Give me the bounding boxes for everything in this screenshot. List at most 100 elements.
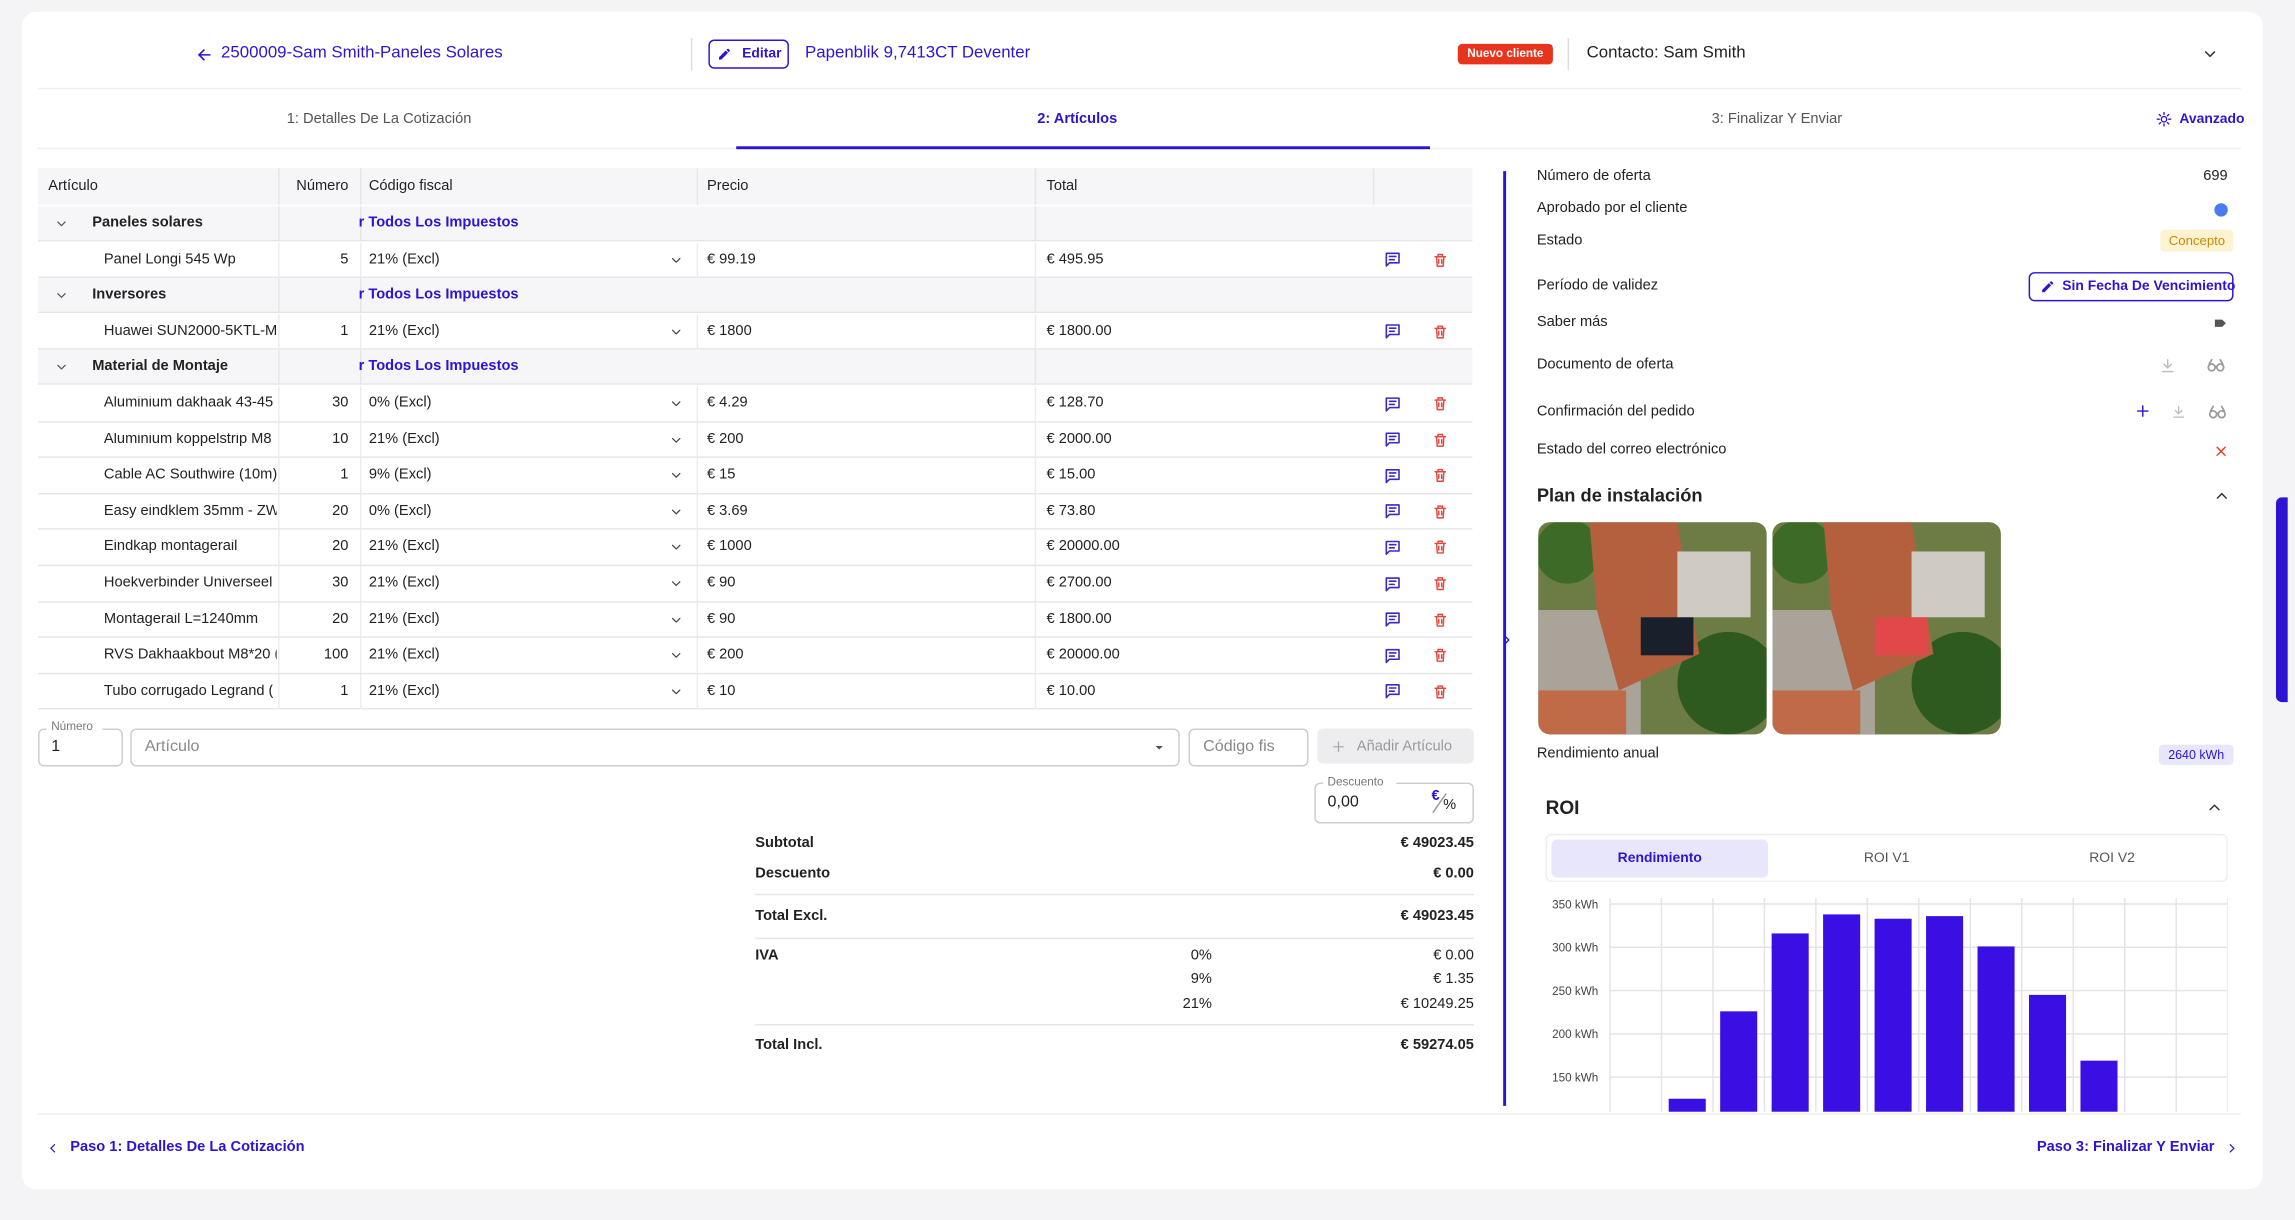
item-name: Panel Longi 545 Wp xyxy=(103,252,236,268)
add-button[interactable] xyxy=(1317,728,1474,764)
tax-link[interactable]: r Todos Los Impuestos xyxy=(358,358,519,376)
comment-button[interactable] xyxy=(1382,502,1401,521)
step-tab[interactable]: 2: Artículos xyxy=(1037,111,1118,128)
tax-link[interactable]: r Todos Los Impuestos xyxy=(358,215,519,232)
download-button[interactable] xyxy=(2159,357,2177,375)
preview-button[interactable] xyxy=(2207,402,2227,422)
tax-dropdown[interactable] xyxy=(669,540,684,555)
delete-button[interactable] xyxy=(1431,575,1449,593)
tag-icon[interactable] xyxy=(2213,316,2228,331)
roi-tab[interactable]: ROI V2 xyxy=(2089,850,2135,867)
divider xyxy=(1567,38,1570,71)
tax-dropdown[interactable] xyxy=(669,252,684,267)
prev-step-link[interactable]: Paso 1: Detalles De La Cotización xyxy=(70,1139,305,1156)
comment-button[interactable] xyxy=(1382,610,1401,629)
column-divider xyxy=(1034,494,1037,530)
add-confirmation[interactable] xyxy=(2134,402,2152,420)
download-button[interactable] xyxy=(2170,403,2186,419)
tax-dropdown[interactable] xyxy=(669,468,684,483)
delete-button[interactable] xyxy=(1431,395,1449,413)
column-divider xyxy=(278,350,280,386)
address-link[interactable]: Papenblik 9,7413CT Deventer xyxy=(805,44,1031,62)
delete-button[interactable] xyxy=(1431,503,1449,521)
article-select[interactable] xyxy=(130,728,1180,767)
tax-dropdown-shape xyxy=(671,473,681,479)
comment-button[interactable] xyxy=(1382,250,1401,269)
tax-select[interactable] xyxy=(1188,728,1309,767)
delete-button[interactable] xyxy=(1431,683,1449,701)
item-total: € 2000.00 xyxy=(1046,430,1112,448)
column-divider xyxy=(1034,350,1037,386)
roi-tab[interactable]: Rendimiento xyxy=(1617,850,1702,867)
back-icon[interactable] xyxy=(194,45,213,64)
preview-button[interactable] xyxy=(2206,355,2226,375)
quote-link[interactable]: 2500009-Sam Smith-Paneles Solares xyxy=(221,44,503,62)
comment-button[interactable] xyxy=(1382,466,1401,485)
tax-dropdown[interactable] xyxy=(669,684,684,699)
bar xyxy=(1823,914,1861,1112)
tax-dropdown[interactable] xyxy=(669,612,684,627)
item-price: € 3.69 xyxy=(706,502,748,519)
step-tab[interactable]: 3: Finalizar Y Enviar xyxy=(1711,111,1843,128)
comment-button[interactable] xyxy=(1382,430,1401,449)
delete-button[interactable] xyxy=(1431,323,1449,341)
total-value: € 49023.45 xyxy=(1400,835,1474,852)
aerial-image[interactable] xyxy=(1772,522,2001,735)
tax-link[interactable]: r Todos Los Impuestos xyxy=(358,286,519,304)
delete-button[interactable] xyxy=(1431,647,1449,665)
comment-button[interactable] xyxy=(1382,682,1401,701)
group-toggle[interactable] xyxy=(54,360,69,375)
contact-toggle[interactable] xyxy=(2201,45,2219,63)
active-roi-tab[interactable] xyxy=(1551,839,1769,878)
tax-dropdown-shape xyxy=(671,329,681,335)
group-name: Paneles solares xyxy=(92,215,203,232)
comment-button[interactable] xyxy=(1382,322,1401,341)
info-label: Rendimiento anual xyxy=(1536,746,1659,763)
next-step-link[interactable]: Paso 3: Finalizar Y Enviar xyxy=(2036,1139,2215,1156)
edit-icon xyxy=(719,48,730,60)
trees xyxy=(1911,631,2001,735)
column-divider xyxy=(360,494,362,530)
edit-button[interactable] xyxy=(708,39,789,69)
delete-button[interactable] xyxy=(1431,467,1449,485)
item-tax: 21% (Excl) xyxy=(368,322,440,340)
panel-divider xyxy=(1503,171,1507,1106)
tax-dropdown[interactable] xyxy=(669,576,684,591)
euro-toggle[interactable]: € xyxy=(1431,788,1440,805)
item-total: € 1800.00 xyxy=(1046,322,1112,340)
aerial-image[interactable] xyxy=(1538,522,1767,735)
comment-button[interactable] xyxy=(1382,394,1401,413)
scrollbar[interactable] xyxy=(2275,497,2288,703)
tax-dropdown[interactable] xyxy=(669,396,684,411)
tax-dropdown[interactable] xyxy=(669,504,684,519)
column-divider xyxy=(1034,278,1037,314)
delete-button-shape xyxy=(1434,325,1447,339)
comment-button[interactable] xyxy=(1382,538,1401,557)
validity-button[interactable] xyxy=(2028,272,2234,302)
tax-dropdown[interactable] xyxy=(669,324,684,339)
collapse-roi[interactable] xyxy=(2206,799,2224,817)
column-divider xyxy=(278,314,280,350)
item-name: Aluminium dakhaak 43-45 xyxy=(103,396,274,412)
tax-dropdown[interactable] xyxy=(669,432,684,447)
comment-button[interactable] xyxy=(1382,574,1401,593)
step-tab[interactable]: 1: Detalles De La Cotización xyxy=(286,111,472,128)
group-toggle[interactable] xyxy=(54,288,69,303)
tax-dropdown[interactable] xyxy=(669,648,684,663)
percent-toggle[interactable]: % xyxy=(1443,797,1457,814)
advanced-link[interactable]: Avanzado xyxy=(2179,111,2245,128)
roi-tab[interactable]: ROI V1 xyxy=(1863,850,1910,867)
approved-status[interactable] xyxy=(2212,201,2228,217)
collapse-plan[interactable] xyxy=(2213,487,2231,505)
delete-button[interactable] xyxy=(1431,431,1449,449)
group-toggle[interactable] xyxy=(54,216,69,231)
collapse-panel[interactable] xyxy=(1498,631,1514,647)
tax-dropdown-shape xyxy=(671,509,681,515)
delete-button[interactable] xyxy=(1431,251,1449,269)
info-label: Estado xyxy=(1536,232,1583,249)
total-value: € 59274.05 xyxy=(1400,1037,1474,1054)
delete-button[interactable] xyxy=(1431,539,1449,557)
vat-rate: 0% xyxy=(1190,947,1212,964)
delete-button[interactable] xyxy=(1431,611,1449,629)
comment-button[interactable] xyxy=(1382,646,1401,665)
